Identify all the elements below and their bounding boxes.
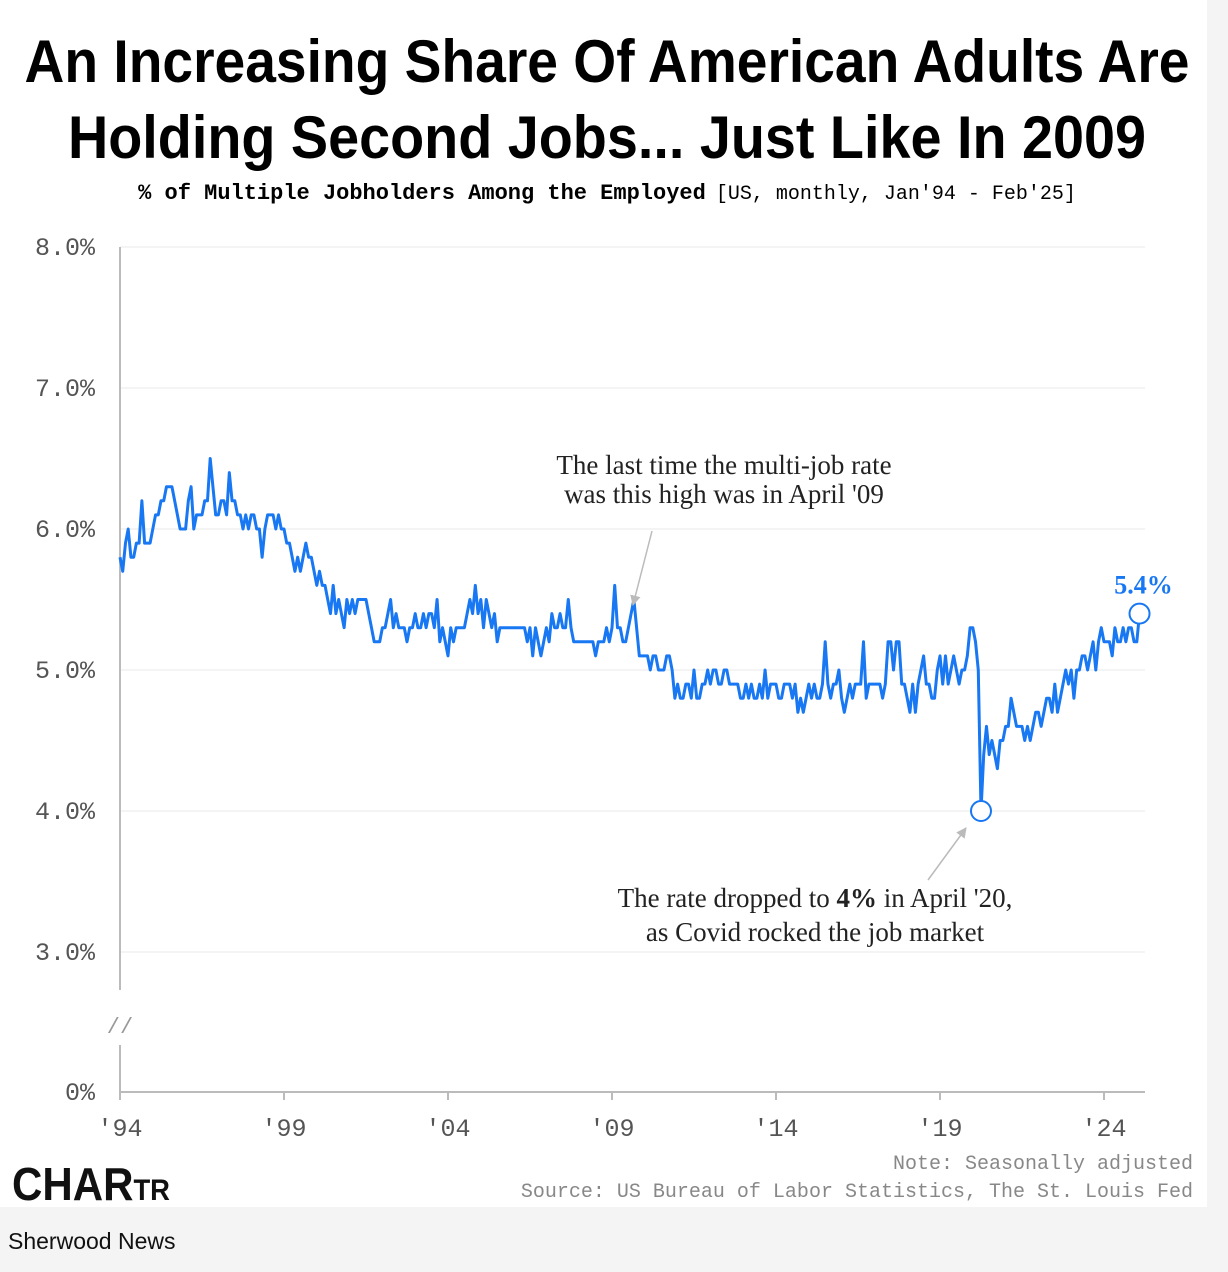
source: Source: US Bureau of Labor Statistics, T… (521, 1181, 1193, 1204)
y-tick-label: 5.0% (35, 657, 96, 686)
axis-break: // (107, 1015, 133, 1040)
annotation-part: The rate dropped to (618, 883, 837, 913)
x-tick-label: '94 (97, 1115, 142, 1144)
note: Note: Seasonally adjusted (893, 1153, 1193, 1176)
x-tick-label: '99 (261, 1115, 306, 1144)
series-line (118, 457, 1142, 813)
annotation-bold: 4% (837, 883, 878, 913)
value-label: 5.4% (1114, 571, 1173, 600)
x-tick-label: '09 (589, 1115, 634, 1144)
card (0, 0, 1207, 1207)
logo: CHARTR (12, 1158, 170, 1210)
subtitle-bold: % of Multiple Jobholders Among the Emplo… (138, 181, 706, 206)
y-tick-label: 7.0% (35, 375, 96, 404)
highlight-marker (1128, 602, 1151, 625)
annotation-arrow (630, 530, 653, 607)
x-tick-label: '04 (425, 1115, 470, 1144)
y-tick-label: 0% (65, 1079, 96, 1108)
y-tick-label: 3.0% (35, 939, 96, 968)
annotation: The rate dropped to 4% in April '20, (618, 883, 1013, 913)
annotation-part: in April '20, (877, 883, 1012, 913)
logo-small: TR (133, 1174, 170, 1207)
annotation: as Covid rocked the job market (646, 917, 985, 947)
footer: Sherwood News (8, 1228, 175, 1254)
title: Holding Second Jobs... Just Like In 2009 (68, 104, 1146, 171)
logo-main: CHAR (12, 1158, 133, 1210)
annotation: was this high was in April '09 (564, 479, 884, 509)
annotation-arrow (927, 827, 967, 881)
x-tick-label: '24 (1081, 1115, 1126, 1144)
subtitle: % of Multiple Jobholders Among the Emplo… (138, 181, 1076, 206)
annotation: The last time the multi-job rate (556, 450, 891, 480)
y-tick-label: 4.0% (35, 798, 96, 827)
x-tick-label: '19 (917, 1115, 962, 1144)
title: An Increasing Share Of American Adults A… (25, 28, 1190, 95)
y-tick-label: 6.0% (35, 516, 96, 545)
y-tick-label: 8.0% (35, 234, 96, 263)
subtitle-note: [US, monthly, Jan'94 - Feb'25] (716, 183, 1076, 206)
x-tick-label: '14 (753, 1115, 798, 1144)
highlight-marker (970, 800, 992, 822)
